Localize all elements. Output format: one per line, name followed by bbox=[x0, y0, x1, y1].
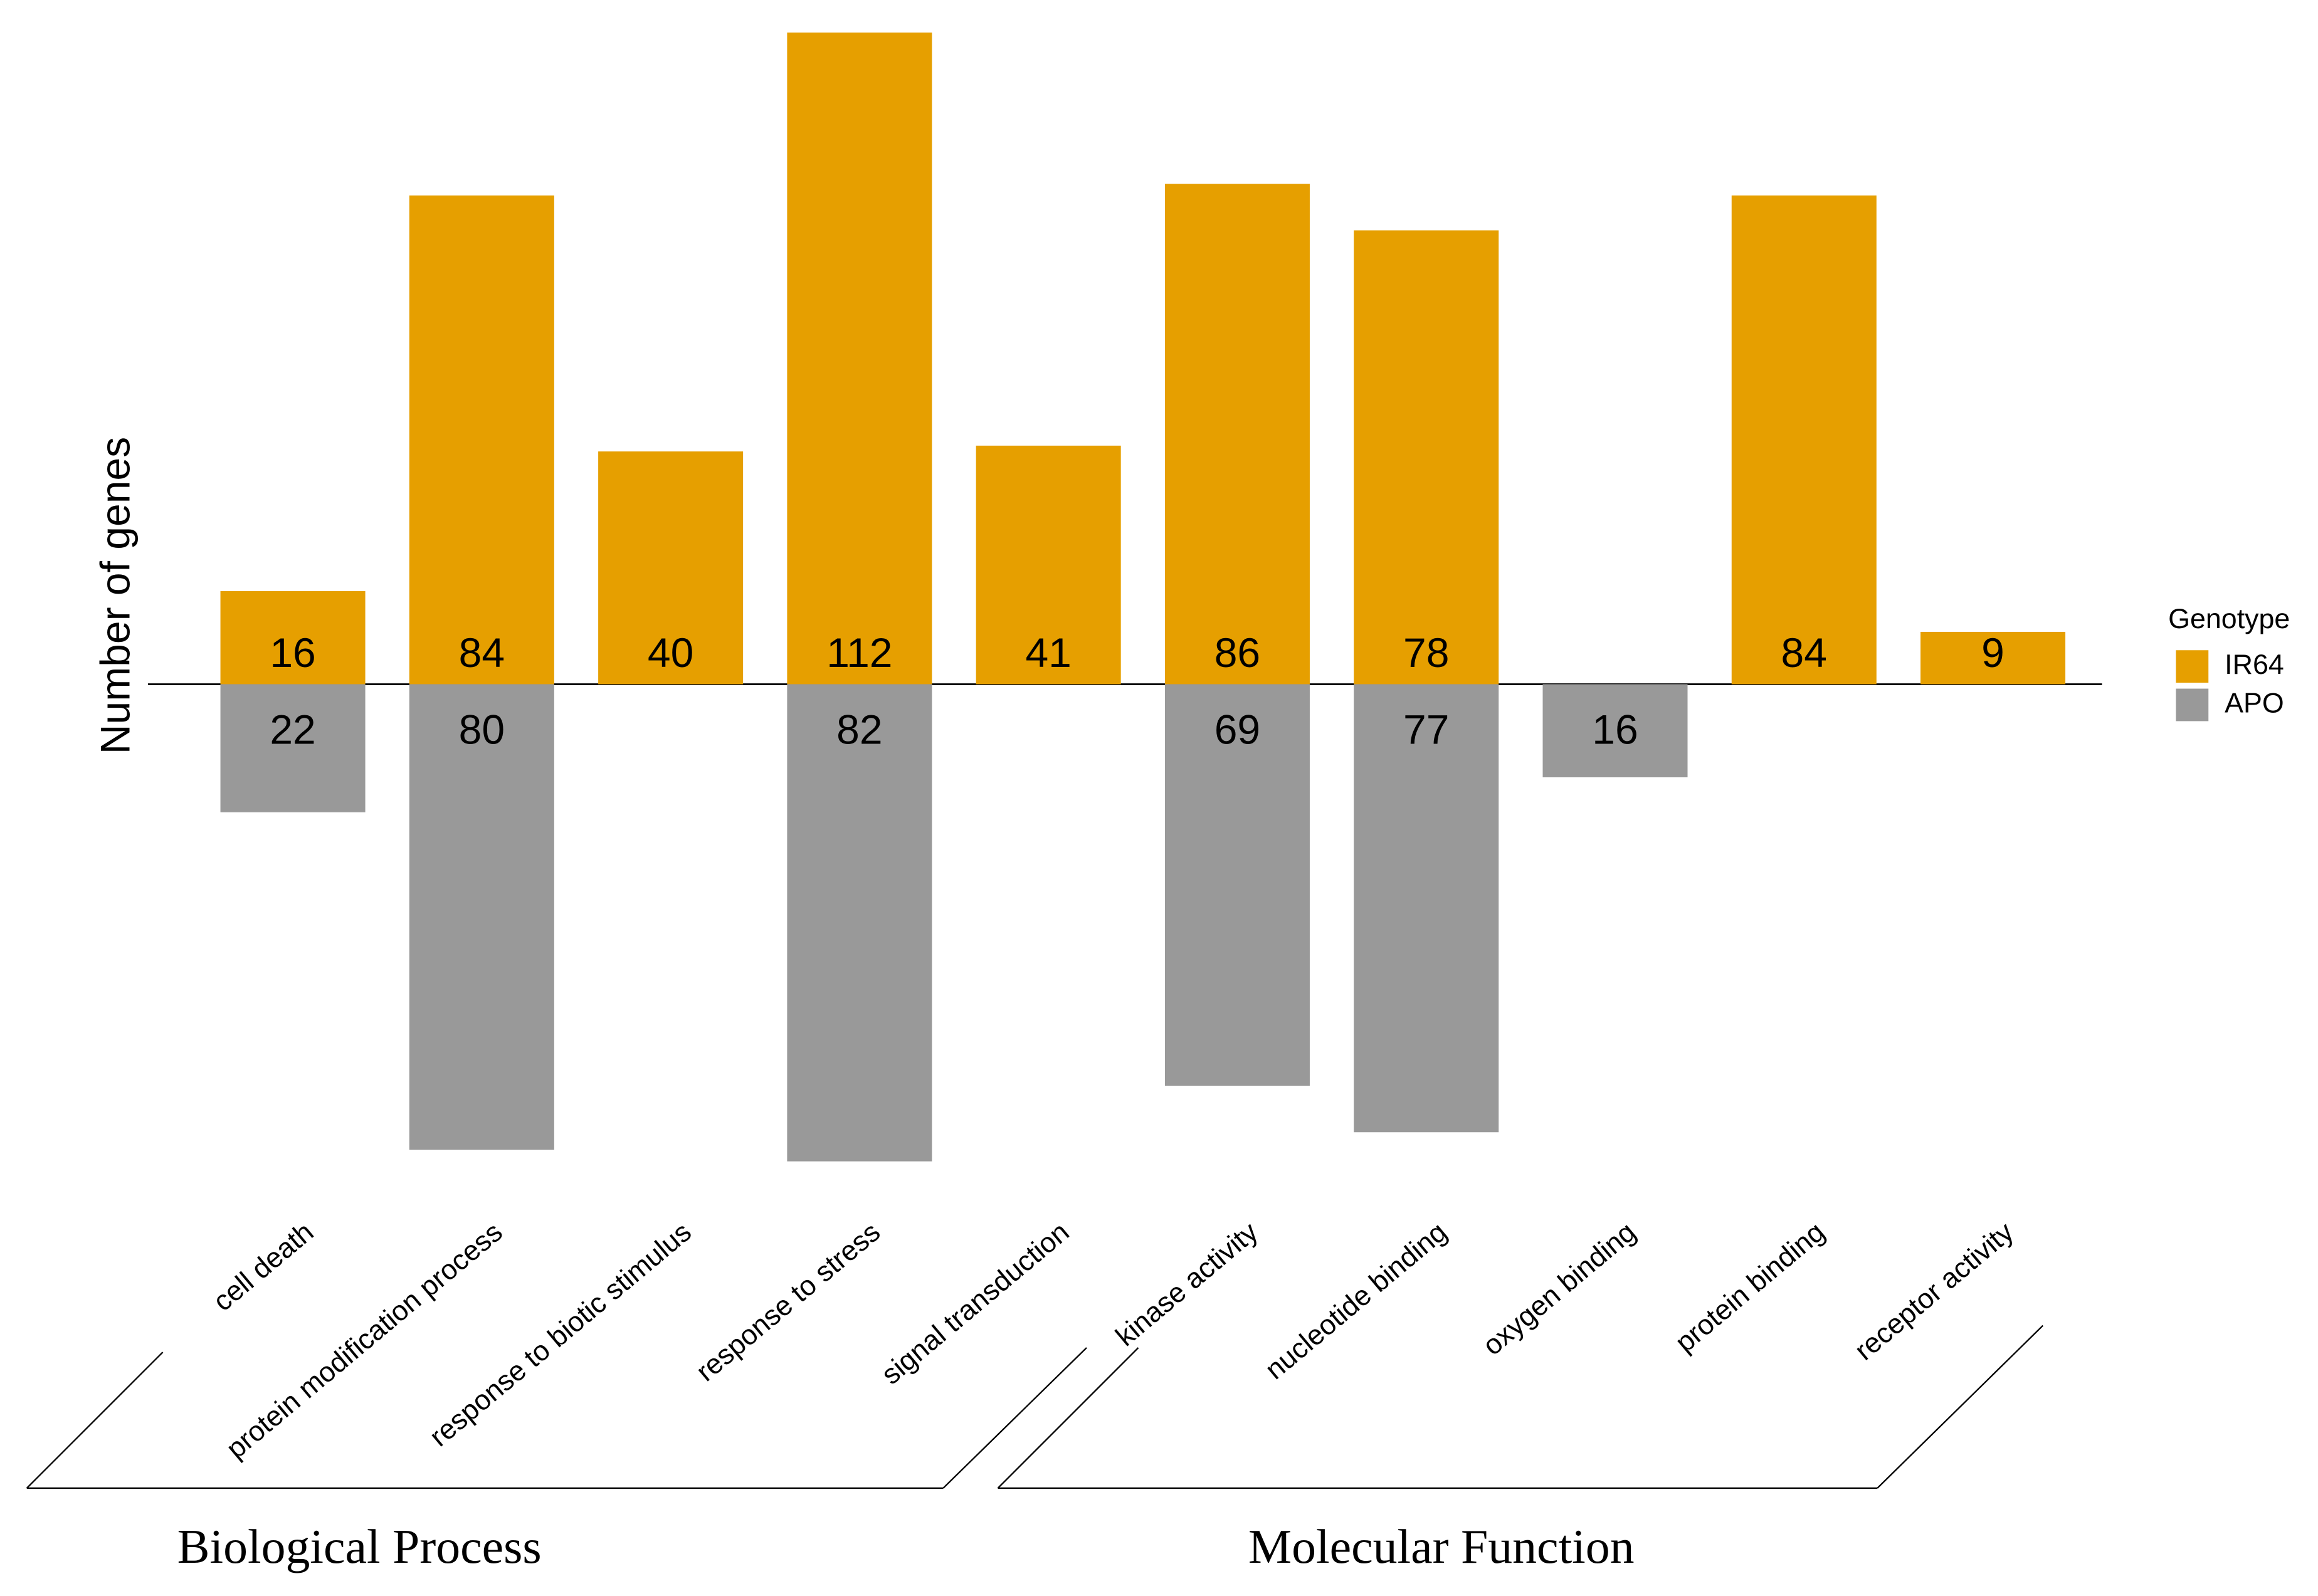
group-label: Biological Process bbox=[177, 1520, 542, 1573]
value-label: 84 bbox=[459, 629, 505, 676]
x-tick-label: signal transduction bbox=[875, 1216, 1075, 1390]
bar bbox=[976, 445, 1121, 685]
x-tick-label: response to stress bbox=[690, 1216, 886, 1387]
x-tick-label: protein binding bbox=[1669, 1216, 1830, 1358]
value-label: 82 bbox=[836, 706, 882, 753]
x-tick-label: receptor activity bbox=[1849, 1215, 2020, 1366]
bar bbox=[598, 451, 744, 685]
value-label: 78 bbox=[1403, 629, 1449, 676]
value-label: 16 bbox=[1592, 706, 1638, 753]
x-tick-label: nucleotide binding bbox=[1259, 1216, 1453, 1385]
x-tick-label: cell death bbox=[207, 1216, 319, 1318]
group-label: Molecular Function bbox=[1248, 1520, 1635, 1573]
group-brackets bbox=[26, 1325, 2044, 1489]
value-label: 112 bbox=[826, 629, 892, 676]
y-axis-label: Number of genes bbox=[92, 437, 138, 754]
value-label: 9 bbox=[1981, 629, 2005, 676]
value-label: 69 bbox=[1214, 706, 1260, 753]
bar bbox=[409, 195, 554, 685]
bar bbox=[220, 684, 366, 812]
x-tick-label: kinase activity bbox=[1110, 1215, 1264, 1352]
bar bbox=[1542, 684, 1688, 777]
value-label: 86 bbox=[1214, 629, 1260, 676]
bar bbox=[1731, 195, 1877, 685]
bar bbox=[1354, 684, 1499, 1133]
value-label: 84 bbox=[1781, 629, 1827, 676]
bar bbox=[1164, 684, 1310, 1086]
bar bbox=[409, 684, 554, 1150]
legend-label: IR64 bbox=[2225, 649, 2284, 680]
value-label: 77 bbox=[1403, 706, 1449, 753]
x-tick-label: oxygen binding bbox=[1477, 1216, 1641, 1362]
bar bbox=[1164, 184, 1310, 685]
bar bbox=[220, 591, 366, 685]
legend-swatch bbox=[2176, 650, 2209, 683]
bar bbox=[1920, 631, 2066, 685]
legend-swatch bbox=[2176, 688, 2209, 722]
bar bbox=[787, 684, 932, 1162]
value-label: 80 bbox=[459, 706, 505, 753]
value-label: 41 bbox=[1025, 629, 1071, 676]
legend-title: Genotype bbox=[2168, 603, 2290, 634]
value-label: 16 bbox=[270, 629, 315, 676]
value-label: 40 bbox=[648, 629, 693, 676]
bar bbox=[787, 32, 932, 685]
legend-label: APO bbox=[2225, 687, 2284, 718]
bar bbox=[1354, 230, 1499, 685]
value-label: 22 bbox=[270, 706, 315, 753]
